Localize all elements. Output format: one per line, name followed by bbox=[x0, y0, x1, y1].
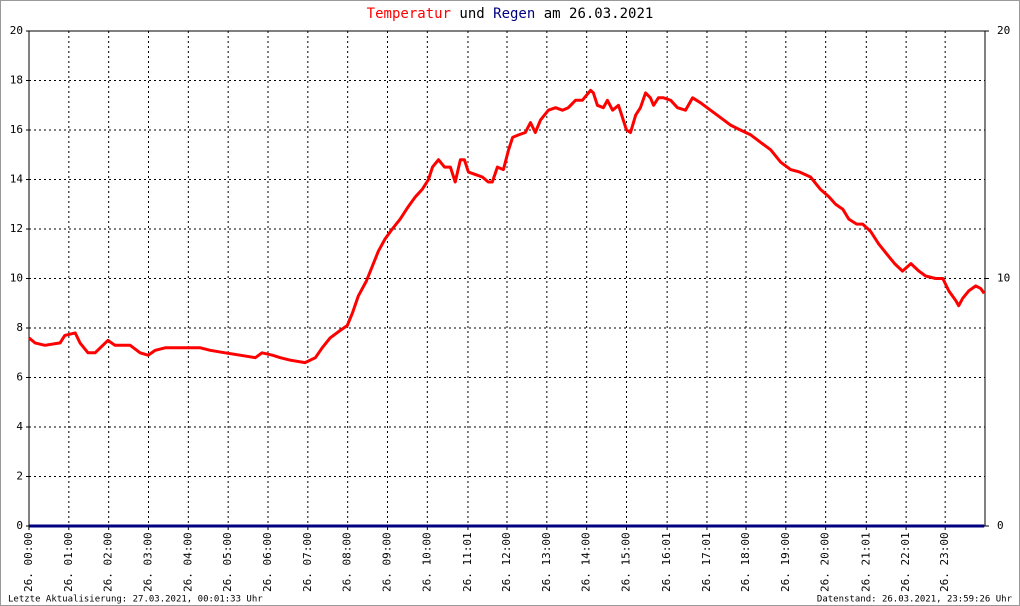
x-tick-label: 26. 05:00 bbox=[221, 532, 234, 592]
y-tick-label: 10 bbox=[10, 272, 23, 285]
y-tick-label: 8 bbox=[16, 321, 23, 334]
x-tick-label: 26. 09:00 bbox=[381, 532, 394, 592]
title-series-rain: Regen bbox=[493, 6, 535, 22]
y-tick-label: 4 bbox=[16, 420, 23, 433]
x-tick-label: 26. 19:00 bbox=[779, 532, 792, 592]
title-date: am 26.03.2021 bbox=[544, 6, 654, 22]
y2-tick-label: 0 bbox=[997, 519, 1004, 532]
x-tick-label: 26. 20:00 bbox=[819, 532, 832, 592]
y-tick-label: 0 bbox=[16, 519, 23, 532]
title-series-temperature: Temperatur bbox=[367, 6, 451, 22]
x-tick-label: 26. 21:01 bbox=[859, 532, 872, 592]
x-tick-label: 26. 08:00 bbox=[341, 532, 354, 592]
footer-right: Datenstand: 26.03.2021, 23:59:26 Uhr bbox=[817, 595, 1013, 605]
chart-title: Temperatur und Regen am 26.03.2021 bbox=[367, 6, 654, 22]
title-connector: und bbox=[459, 6, 484, 22]
x-tick-label: 26. 12:00 bbox=[500, 532, 513, 592]
y-tick-label: 2 bbox=[16, 470, 23, 483]
y-tick-label: 18 bbox=[10, 74, 23, 87]
x-tick-label: 26. 07:00 bbox=[301, 532, 314, 592]
y-tick-label: 16 bbox=[10, 123, 23, 136]
y-tick-label: 14 bbox=[10, 173, 24, 186]
x-tick-label: 26. 10:00 bbox=[420, 532, 433, 592]
x-tick-label: 26. 16:01 bbox=[660, 532, 673, 592]
x-tick-label: 26. 14:00 bbox=[580, 532, 593, 592]
footer-left: Letzte Aktualisierung: 27.03.2021, 00:01… bbox=[8, 595, 263, 605]
y2-tick-label: 10 bbox=[997, 272, 1010, 285]
x-tick-label: 26. 04:00 bbox=[181, 532, 194, 592]
x-tick-label: 26. 00:00 bbox=[22, 532, 35, 592]
y-tick-label: 6 bbox=[16, 371, 23, 384]
x-tick-label: 26. 22:01 bbox=[899, 532, 912, 592]
x-tick-label: 26. 01:00 bbox=[62, 532, 75, 592]
x-tick-label: 26. 18:00 bbox=[739, 532, 752, 592]
x-tick-label: 26. 03:00 bbox=[142, 532, 155, 592]
x-tick-label: 26. 11:01 bbox=[461, 532, 474, 592]
y2-tick-label: 20 bbox=[997, 24, 1010, 37]
series-line bbox=[28, 88, 986, 365]
x-tick-label: 26. 06:00 bbox=[261, 532, 274, 592]
y-tick-label: 12 bbox=[10, 222, 23, 235]
y-tick-label: 20 bbox=[10, 24, 23, 37]
x-tick-label: 26. 23:00 bbox=[938, 532, 951, 592]
x-tick-label: 26. 17:01 bbox=[700, 532, 713, 592]
x-tick-label: 26. 15:00 bbox=[620, 532, 633, 592]
x-tick-label: 26. 13:00 bbox=[540, 532, 553, 592]
x-tick-label: 26. 02:00 bbox=[102, 532, 115, 592]
